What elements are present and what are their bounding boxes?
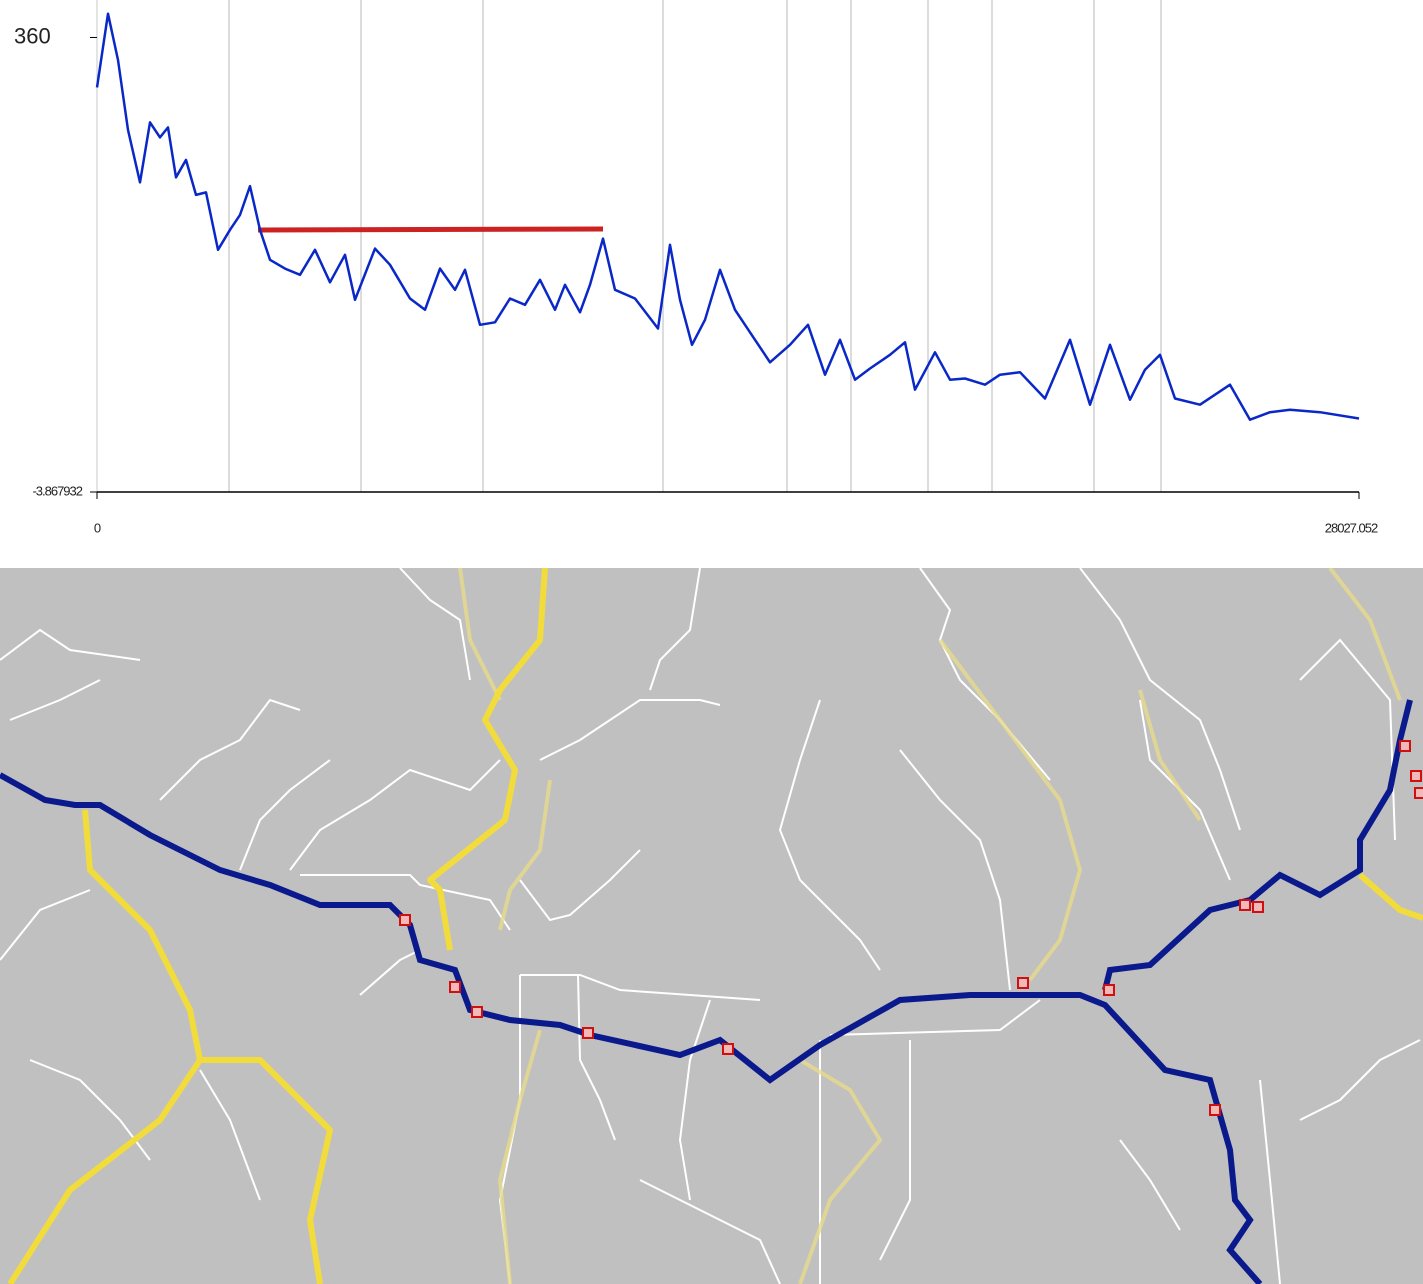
station xyxy=(722,1043,734,1055)
road xyxy=(1328,568,1402,701)
stream xyxy=(159,698,301,801)
station xyxy=(1414,787,1423,799)
road xyxy=(7,1058,203,1284)
vertical-grid xyxy=(228,0,1162,492)
stream xyxy=(879,1040,911,1261)
stream xyxy=(649,568,701,691)
road xyxy=(498,779,552,931)
station xyxy=(582,1027,594,1039)
y-tick-label: -3.867932 xyxy=(32,483,82,498)
stream xyxy=(9,679,101,721)
y-tick-label: 360 xyxy=(14,23,51,48)
stream xyxy=(300,874,511,931)
stream xyxy=(899,749,1011,991)
stream xyxy=(0,889,91,961)
streams xyxy=(0,568,1421,1284)
stream xyxy=(639,1179,781,1284)
stream xyxy=(199,1069,261,1201)
stream xyxy=(678,999,711,1201)
stream xyxy=(1259,1079,1281,1284)
station xyxy=(449,981,461,993)
stream xyxy=(539,699,721,761)
road xyxy=(458,568,502,701)
station xyxy=(1103,984,1115,996)
road xyxy=(1138,689,1202,822)
station xyxy=(1209,1104,1221,1116)
station xyxy=(1239,899,1251,911)
stream xyxy=(0,628,141,661)
stream xyxy=(1079,568,1241,831)
road xyxy=(82,809,333,1284)
stream xyxy=(399,568,471,681)
river xyxy=(1102,699,1413,991)
stream xyxy=(1119,1139,1181,1231)
x-tick-label: 0 xyxy=(94,520,101,535)
station xyxy=(1252,901,1264,913)
station xyxy=(1410,770,1422,782)
road xyxy=(1358,872,1423,921)
stream xyxy=(520,974,761,1001)
stream xyxy=(577,974,616,1141)
stream xyxy=(359,949,421,996)
selection-segment xyxy=(257,226,604,233)
stream xyxy=(289,759,501,871)
map-background xyxy=(0,568,1423,1284)
profile-chart: 360 -3.867932 0 28027.052 xyxy=(14,0,1379,535)
road xyxy=(938,638,1083,982)
roads xyxy=(7,568,1423,1284)
stream xyxy=(829,999,1041,1036)
map xyxy=(0,568,1423,1284)
station xyxy=(1399,740,1411,752)
station xyxy=(399,914,411,926)
stream xyxy=(519,849,641,922)
stations xyxy=(399,740,1423,1116)
x-tick-label: 28027.052 xyxy=(1325,520,1378,535)
stream xyxy=(1299,1039,1421,1121)
road xyxy=(427,568,548,951)
road xyxy=(798,1058,883,1284)
profile-line xyxy=(95,12,1360,421)
stream xyxy=(239,759,331,871)
station xyxy=(1017,977,1029,989)
station xyxy=(471,1006,483,1018)
road xyxy=(497,1029,542,1284)
stream xyxy=(778,699,881,971)
